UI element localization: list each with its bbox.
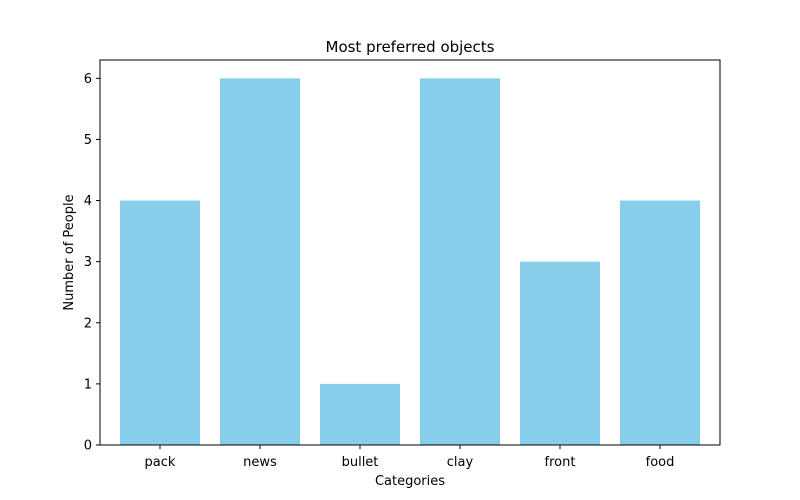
bar-news [220, 78, 300, 445]
x-axis-ticks: pack news bullet clay front food [145, 445, 675, 470]
y-tick-label: 4 [84, 194, 92, 209]
x-tick-label: pack [145, 455, 176, 470]
plot-area-frame [99, 59, 721, 446]
y-axis-title: Number of People [62, 194, 77, 310]
bar-front [520, 261, 600, 445]
bar-food [620, 200, 700, 445]
y-tick-label: 6 [84, 72, 92, 87]
y-tick-label: 5 [84, 133, 92, 148]
x-tick-label: news [243, 455, 277, 470]
y-tick-label: 0 [84, 439, 92, 454]
x-tick-label: food [646, 455, 675, 470]
y-axis-ticks: 0 1 2 3 4 5 6 [84, 72, 100, 454]
x-tick-label: bullet [342, 455, 379, 470]
bar-clay [420, 78, 500, 445]
x-axis-title: Categories [375, 474, 445, 489]
y-tick-label: 3 [84, 255, 92, 270]
bars-layer [120, 78, 700, 445]
bar-bullet [320, 383, 400, 445]
y-tick-label: 2 [84, 316, 92, 331]
chart-title: Most preferred objects [326, 38, 495, 56]
bar-pack [120, 200, 200, 445]
y-tick-label: 1 [84, 377, 92, 392]
x-tick-label: clay [447, 455, 474, 470]
x-tick-label: front [545, 455, 576, 470]
